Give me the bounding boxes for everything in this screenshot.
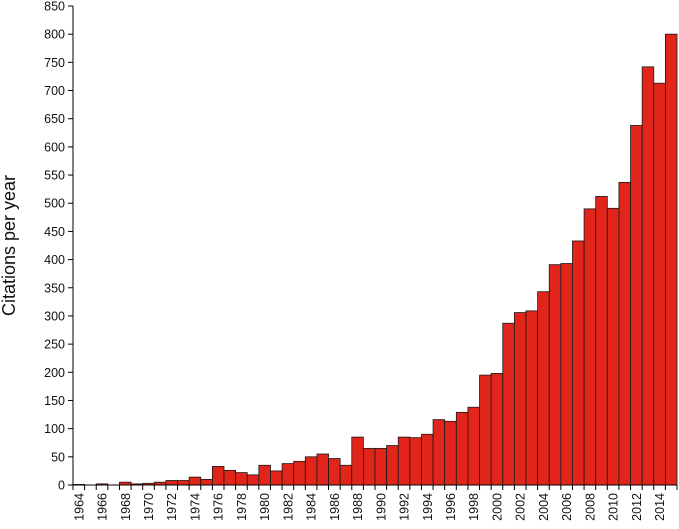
- bar-1972: [165, 480, 178, 486]
- x-tick-label: 1996: [444, 493, 458, 521]
- x-tick-label: 1964: [72, 493, 86, 521]
- bar-2003: [525, 310, 539, 486]
- x-tick-label: 1980: [258, 493, 272, 521]
- y-tick-label: 300: [44, 309, 65, 323]
- bar-1987: [339, 464, 353, 486]
- x-tick-label: 2004: [537, 493, 551, 521]
- bar-1997: [455, 411, 469, 486]
- y-tick-label: 700: [44, 84, 65, 98]
- bar-1978: [235, 472, 248, 486]
- bar-1982: [281, 463, 295, 486]
- bar-2001: [502, 322, 515, 486]
- bar-2010: [606, 207, 620, 486]
- bar-1989: [362, 447, 376, 486]
- x-tick-label: 2008: [583, 493, 597, 521]
- y-tick-label: 800: [44, 28, 65, 42]
- x-tick-label: 1994: [421, 493, 435, 521]
- bar-1985: [316, 453, 329, 486]
- y-tick-label: 850: [44, 0, 65, 14]
- x-axis: 1964 1966 1968 1970 1972 1974 1976 1978 1980 1982…: [72, 484, 678, 521]
- bar-2014: [653, 82, 666, 486]
- x-tick-label: 2012: [630, 493, 644, 521]
- y-axis: 0 50 100 150 200 250 300 350 400 450 500 550 600 650 7…: [44, 0, 74, 493]
- y-tick-label: 200: [44, 366, 65, 380]
- x-tick-label: 2006: [560, 493, 574, 521]
- bar-1999: [479, 374, 492, 486]
- y-tick-label: 750: [44, 56, 65, 70]
- bar-2011: [618, 181, 631, 486]
- bar-1998: [467, 406, 480, 486]
- bar-1974: [188, 476, 202, 486]
- bar-1975: [200, 478, 213, 486]
- bar-1995: [432, 419, 446, 486]
- bar-2015: [664, 33, 678, 486]
- bar-1977: [223, 469, 237, 486]
- bar-2009: [595, 196, 608, 486]
- bar-1992: [397, 436, 411, 486]
- x-tick-label: 2000: [490, 493, 504, 521]
- y-tick-label: 400: [44, 253, 65, 267]
- bar-2008: [583, 208, 597, 486]
- bar-2005: [548, 264, 562, 486]
- x-tick-label: 1966: [96, 493, 110, 521]
- bar-1991: [386, 445, 399, 486]
- bar-1990: [374, 447, 388, 486]
- bar-1976: [211, 465, 225, 486]
- y-tick-label: 150: [44, 394, 65, 408]
- y-axis-title: Citations per year: [0, 175, 19, 316]
- y-tick-label: 600: [44, 140, 65, 154]
- x-tick-label: 1986: [328, 493, 342, 521]
- x-tick-label: 2002: [514, 493, 528, 521]
- bar-1984: [304, 456, 318, 486]
- bar-2004: [537, 291, 550, 486]
- bar-2007: [572, 240, 585, 486]
- x-tick-label: 1990: [374, 493, 388, 521]
- x-tick-label: 1968: [119, 493, 133, 521]
- x-tick-label: 1978: [235, 493, 249, 521]
- bar-1986: [328, 458, 341, 486]
- bar-2000: [490, 373, 504, 486]
- bar-1988: [351, 436, 364, 486]
- bar-2002: [513, 312, 527, 486]
- y-tick-label: 0: [58, 479, 65, 493]
- x-tick-label: 1976: [212, 493, 226, 521]
- bar-2013: [641, 66, 655, 486]
- bar-1981: [270, 470, 283, 486]
- x-tick-label: 1982: [281, 493, 295, 521]
- x-tick-label: 2010: [607, 493, 621, 521]
- x-tick-label: 1984: [305, 493, 319, 521]
- bars-group: [72, 33, 678, 486]
- x-tick-label: 1992: [398, 493, 412, 521]
- x-tick-label: 1998: [467, 493, 481, 521]
- bar-1979: [246, 474, 260, 486]
- y-tick-label: 500: [44, 197, 65, 211]
- y-tick-label: 450: [44, 225, 65, 239]
- y-tick-label: 650: [44, 112, 65, 126]
- bar-1980: [258, 464, 271, 486]
- y-tick-label: 50: [51, 450, 65, 464]
- bar-1996: [444, 420, 457, 486]
- bar-1993: [409, 437, 422, 486]
- y-tick-label: 350: [44, 281, 65, 295]
- y-tick-label: 550: [44, 169, 65, 183]
- bar-1973: [177, 480, 190, 486]
- y-tick-label: 100: [44, 422, 65, 436]
- bar-1983: [293, 460, 306, 486]
- bar-2006: [560, 263, 573, 486]
- x-tick-label: 2014: [653, 493, 667, 521]
- bar-2012: [630, 125, 643, 486]
- y-tick-label: 250: [44, 338, 65, 352]
- x-tick-label: 1972: [165, 493, 179, 521]
- x-tick-label: 1974: [188, 493, 202, 521]
- x-tick-label: 1970: [142, 493, 156, 521]
- x-tick-label: 1988: [351, 493, 365, 521]
- bar-1994: [421, 433, 434, 486]
